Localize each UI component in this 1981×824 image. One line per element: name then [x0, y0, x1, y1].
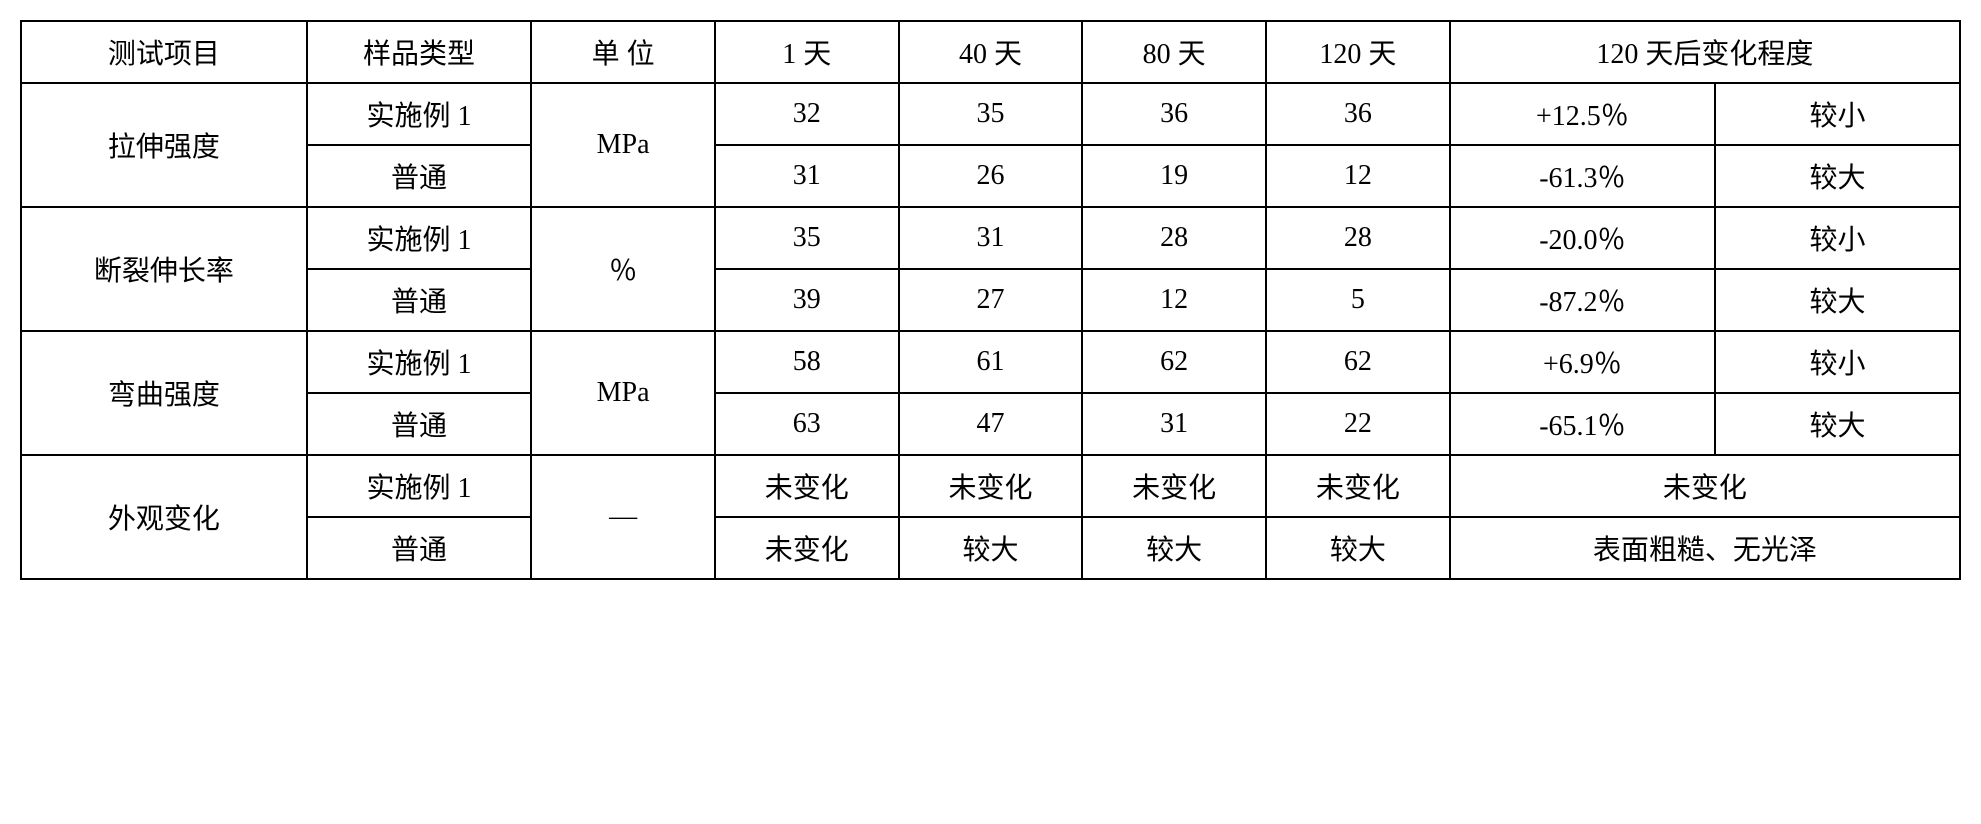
value-cell: 36 [1266, 83, 1450, 145]
sample-type: 实施例 1 [307, 83, 532, 145]
value-cell: 28 [1266, 207, 1450, 269]
value-cell: 26 [899, 145, 1083, 207]
value-cell: 58 [715, 331, 899, 393]
sample-type: 实施例 1 [307, 331, 532, 393]
value-cell: 32 [715, 83, 899, 145]
header-day80: 80 天 [1082, 21, 1266, 83]
change-level: 较大 [1715, 393, 1960, 455]
table-row: 普通 39 27 12 5 -87.2％ 较大 [21, 269, 1960, 331]
change-pct: -87.2％ [1450, 269, 1715, 331]
unit-cell: MPa [531, 83, 715, 207]
value-cell: 19 [1082, 145, 1266, 207]
value-cell: 未变化 [715, 517, 899, 579]
sample-type: 实施例 1 [307, 207, 532, 269]
value-cell: 62 [1266, 331, 1450, 393]
value-cell: 12 [1266, 145, 1450, 207]
unit-cell: — [531, 455, 715, 579]
value-cell: 35 [715, 207, 899, 269]
change-pct: -61.3％ [1450, 145, 1715, 207]
change-level: 较大 [1715, 269, 1960, 331]
sample-type: 普通 [307, 517, 532, 579]
header-day1: 1 天 [715, 21, 899, 83]
header-test-item: 测试项目 [21, 21, 307, 83]
value-cell: 未变化 [1082, 455, 1266, 517]
table-row: 断裂伸长率 实施例 1 ％ 35 31 28 28 -20.0％ 较小 [21, 207, 1960, 269]
value-cell: 61 [899, 331, 1083, 393]
change-level: 较大 [1715, 145, 1960, 207]
change-pct: +12.5％ [1450, 83, 1715, 145]
table-row: 外观变化 实施例 1 — 未变化 未变化 未变化 未变化 未变化 [21, 455, 1960, 517]
change-merged: 未变化 [1450, 455, 1960, 517]
value-cell: 较大 [1266, 517, 1450, 579]
unit-cell: MPa [531, 331, 715, 455]
table-row: 普通 31 26 19 12 -61.3％ 较大 [21, 145, 1960, 207]
table-row: 拉伸强度 实施例 1 MPa 32 35 36 36 +12.5％ 较小 [21, 83, 1960, 145]
value-cell: 较大 [899, 517, 1083, 579]
unit-cell: ％ [531, 207, 715, 331]
test-item-name: 拉伸强度 [21, 83, 307, 207]
value-cell: 未变化 [715, 455, 899, 517]
header-unit: 单 位 [531, 21, 715, 83]
test-item-name: 外观变化 [21, 455, 307, 579]
sample-type: 实施例 1 [307, 455, 532, 517]
change-level: 较小 [1715, 83, 1960, 145]
value-cell: 12 [1082, 269, 1266, 331]
sample-type: 普通 [307, 145, 532, 207]
header-change-degree: 120 天后变化程度 [1450, 21, 1960, 83]
sample-type: 普通 [307, 393, 532, 455]
value-cell: 62 [1082, 331, 1266, 393]
value-cell: 35 [899, 83, 1083, 145]
header-sample-type: 样品类型 [307, 21, 532, 83]
header-day40: 40 天 [899, 21, 1083, 83]
value-cell: 31 [1082, 393, 1266, 455]
change-level: 较小 [1715, 331, 1960, 393]
value-cell: 28 [1082, 207, 1266, 269]
change-level: 较小 [1715, 207, 1960, 269]
change-pct: -65.1％ [1450, 393, 1715, 455]
value-cell: 39 [715, 269, 899, 331]
value-cell: 22 [1266, 393, 1450, 455]
header-day120: 120 天 [1266, 21, 1450, 83]
value-cell: 31 [899, 207, 1083, 269]
value-cell: 31 [715, 145, 899, 207]
value-cell: 36 [1082, 83, 1266, 145]
table-row: 普通 63 47 31 22 -65.1％ 较大 [21, 393, 1960, 455]
value-cell: 未变化 [899, 455, 1083, 517]
change-merged: 表面粗糙、无光泽 [1450, 517, 1960, 579]
change-pct: -20.0％ [1450, 207, 1715, 269]
data-table: 测试项目 样品类型 单 位 1 天 40 天 80 天 120 天 120 天后… [20, 20, 1961, 580]
change-pct: +6.9％ [1450, 331, 1715, 393]
value-cell: 5 [1266, 269, 1450, 331]
value-cell: 47 [899, 393, 1083, 455]
table-row: 普通 未变化 较大 较大 较大 表面粗糙、无光泽 [21, 517, 1960, 579]
test-item-name: 弯曲强度 [21, 331, 307, 455]
value-cell: 较大 [1082, 517, 1266, 579]
table-header-row: 测试项目 样品类型 单 位 1 天 40 天 80 天 120 天 120 天后… [21, 21, 1960, 83]
test-item-name: 断裂伸长率 [21, 207, 307, 331]
table-row: 弯曲强度 实施例 1 MPa 58 61 62 62 +6.9％ 较小 [21, 331, 1960, 393]
value-cell: 未变化 [1266, 455, 1450, 517]
sample-type: 普通 [307, 269, 532, 331]
value-cell: 27 [899, 269, 1083, 331]
value-cell: 63 [715, 393, 899, 455]
